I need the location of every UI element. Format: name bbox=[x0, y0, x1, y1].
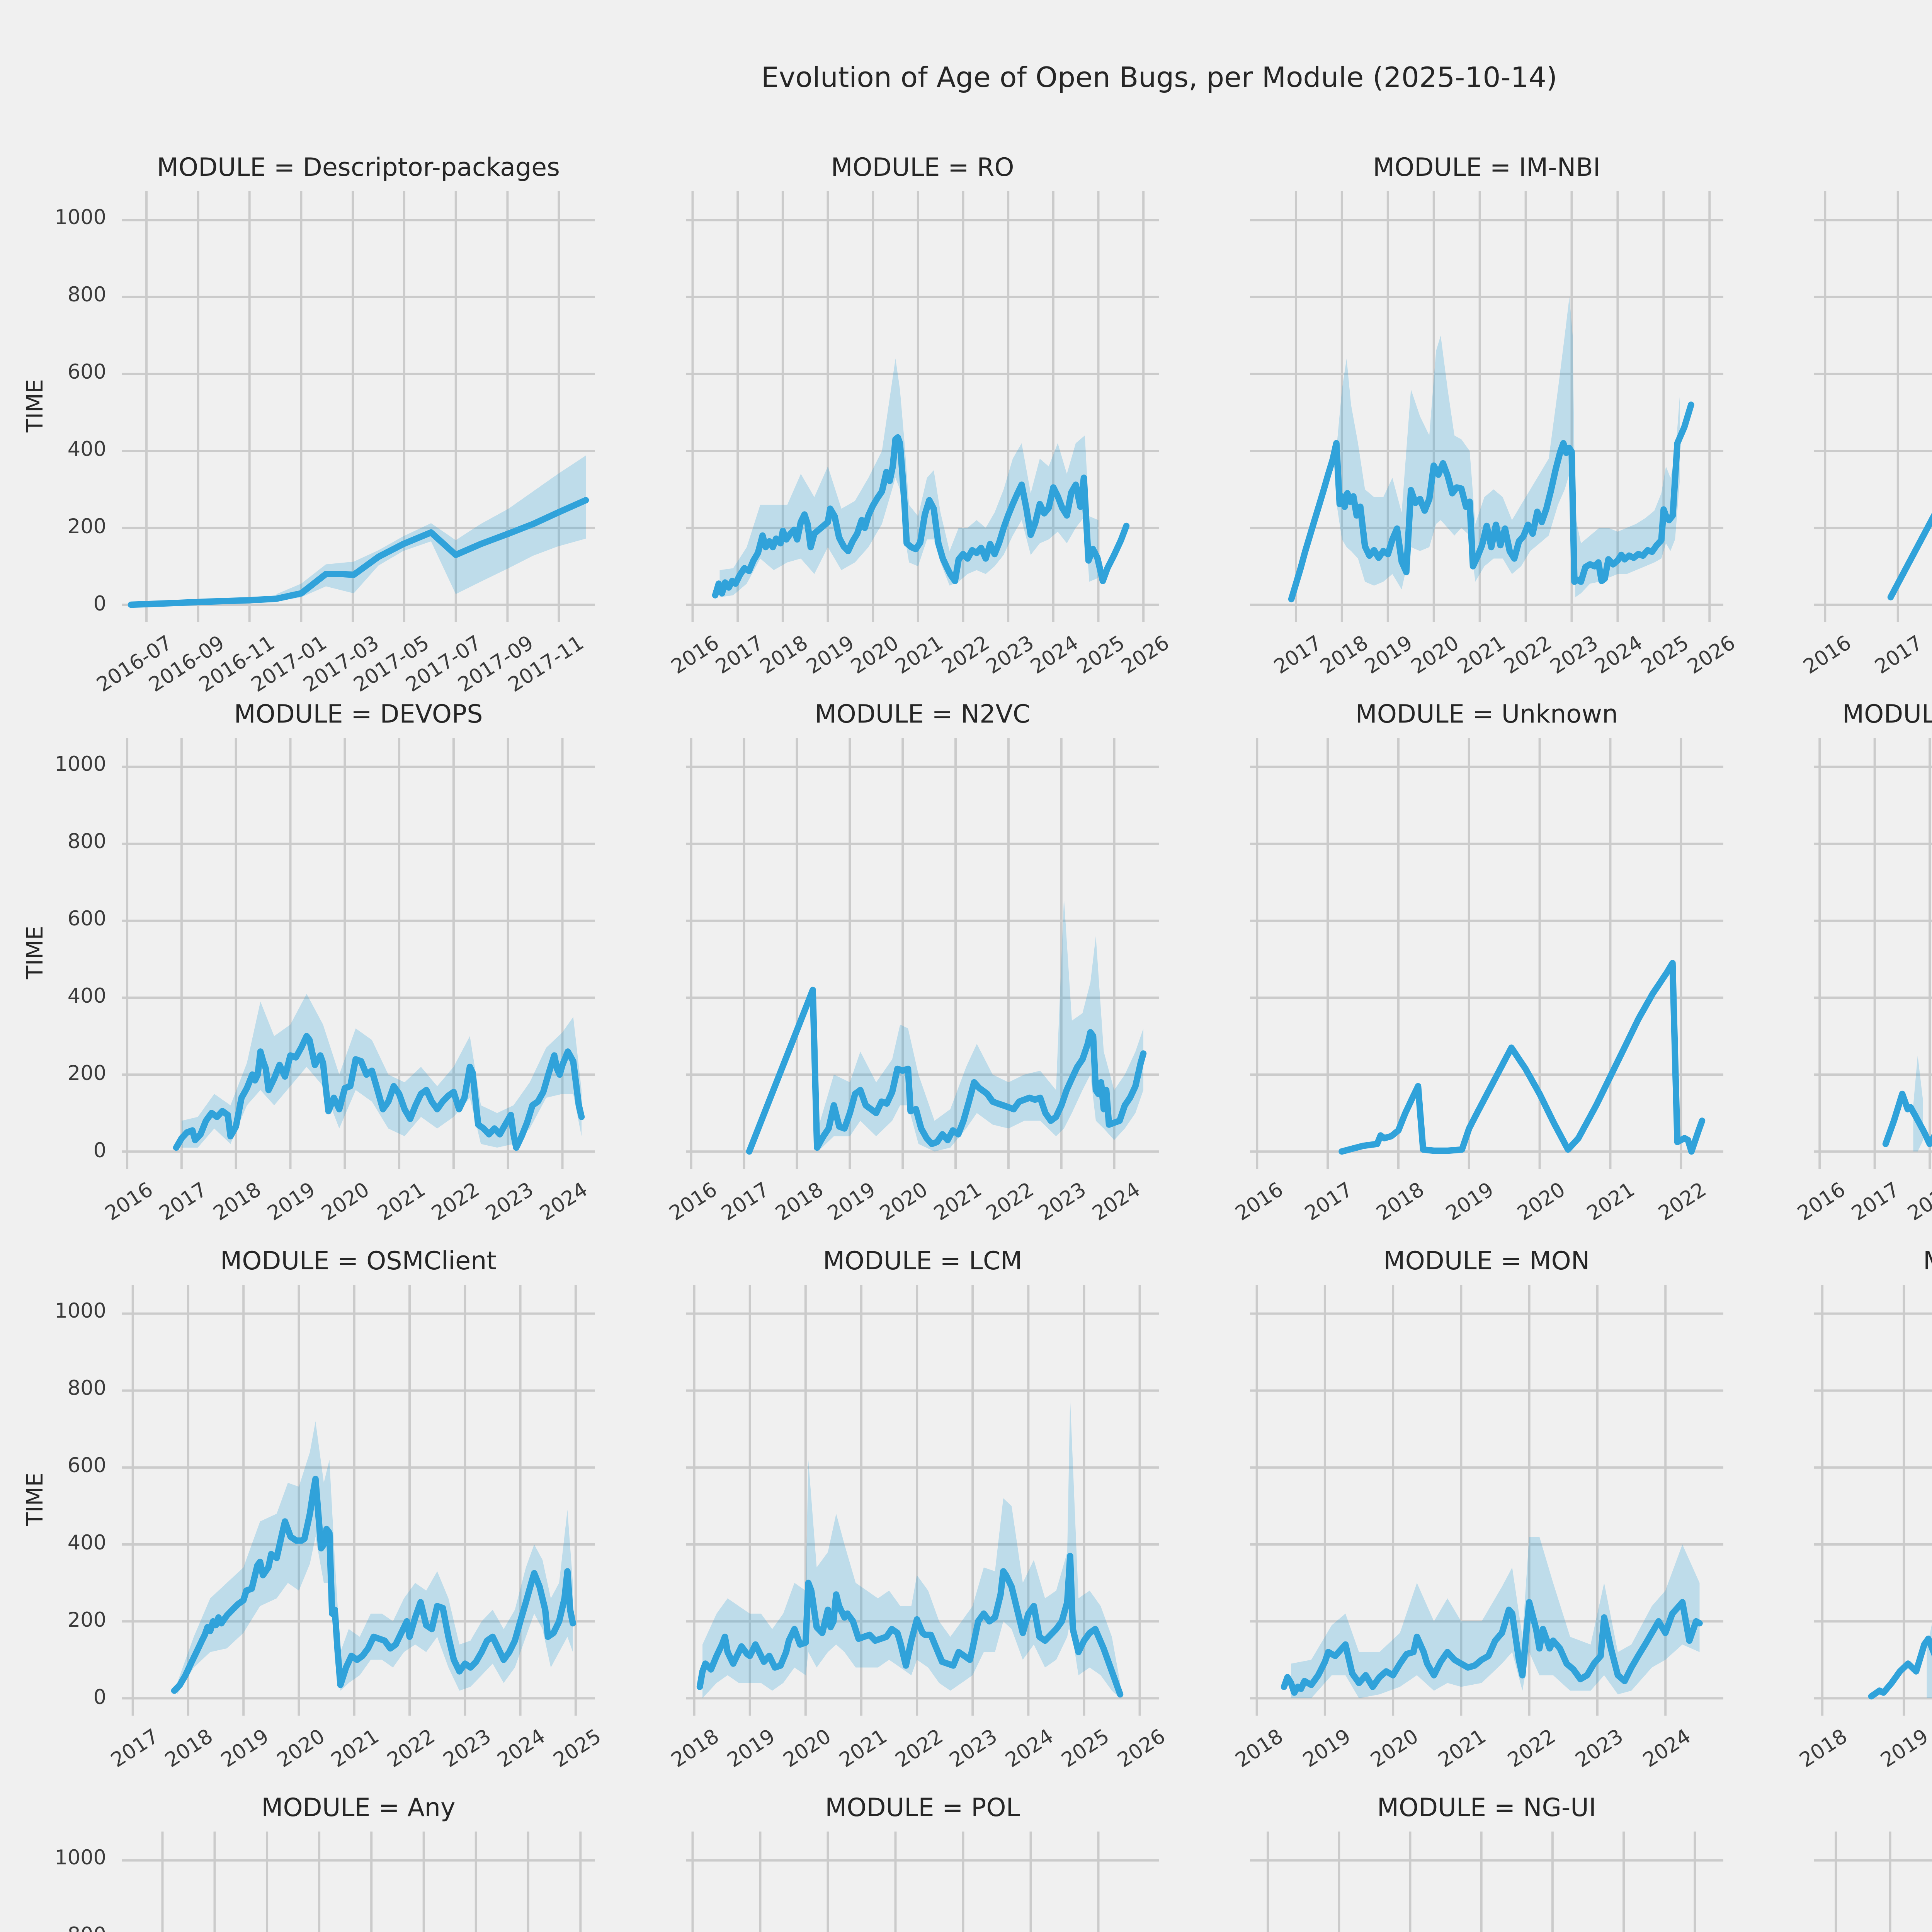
facet-documentation-wiki: MODULE = Documentation / Wiki20162017201… bbox=[1794, 701, 1932, 1226]
confidence-band bbox=[1337, 297, 1680, 597]
facet-title: MODULE = Documentation / Wiki bbox=[1842, 701, 1932, 730]
facet-other: MODULE = Other20162017201820192020202120… bbox=[1799, 191, 1932, 679]
plot-area bbox=[122, 191, 595, 622]
facet-title: MODULE = N2VC bbox=[815, 701, 1031, 730]
y-tick-label: 1000 bbox=[54, 754, 106, 778]
facet-title: MODULE = DEVOPS bbox=[234, 701, 483, 730]
y-tick-label: 800 bbox=[67, 284, 106, 308]
confidence-band bbox=[182, 994, 582, 1148]
line-series bbox=[1338, 960, 1706, 1155]
plot-area bbox=[1250, 1285, 1723, 1716]
facet-title: MODULE = Other bbox=[1814, 155, 1932, 184]
line-series bbox=[1868, 1635, 1932, 1700]
facet-mon: MODULE = MON 2018 2019 2020 2021 2022 2023 2024 bbox=[1231, 1248, 1723, 1773]
line-series bbox=[173, 1033, 585, 1151]
line-series bbox=[746, 986, 1147, 1155]
y-tick-label: 600 bbox=[67, 361, 106, 385]
y-tick-label: 1000 bbox=[54, 1848, 106, 1871]
facet-title: MODULE = common bbox=[1814, 1248, 1932, 1277]
plot-area bbox=[1814, 1285, 1932, 1716]
facet-unknown: MODULE = Unknown 2016 2017 2018 2019 2020 2021… bbox=[1231, 701, 1723, 1226]
facet-ng-ui: MODULE = NG-UI20202021202220232024202520… bbox=[1250, 1795, 1723, 1932]
facet-title: MODULE = Any bbox=[261, 1795, 456, 1824]
line-series bbox=[1288, 401, 1694, 602]
plot-area bbox=[686, 738, 1159, 1169]
y-tick-label: 800 bbox=[67, 1378, 106, 1401]
y-tick-label: 1000 bbox=[54, 1301, 106, 1325]
facet-lcm: MODULE = LCM 2018 2019 2020 2021 2022 2023 2024… bbox=[668, 1248, 1170, 1773]
y-tick-label: 200 bbox=[67, 1609, 106, 1632]
plot-area bbox=[1250, 1832, 1723, 1932]
plot-area bbox=[1250, 738, 1723, 1169]
facet-any: MODULE = Any02004006008001000TIME2019-01… bbox=[54, 1795, 595, 1932]
facet-title: MODULE = RO bbox=[831, 155, 1014, 184]
facet-im-nbi: MODULE = IM-NBI 2017 2018 2019 2020 2021 2022 2… bbox=[1250, 155, 1740, 679]
y-tick-label: 0 bbox=[93, 1139, 106, 1162]
confidence-band bbox=[276, 456, 586, 602]
plot-area bbox=[122, 1285, 595, 1716]
y-tick-label: 800 bbox=[67, 831, 106, 855]
y-tick-label: 200 bbox=[67, 1062, 106, 1085]
facet-title: MODULE = POL bbox=[825, 1795, 1020, 1824]
figure-title: Evolution of Age of Open Bugs, per Modul… bbox=[761, 64, 1558, 95]
line-series bbox=[128, 497, 589, 608]
y-axis-label: TIME bbox=[21, 378, 48, 432]
facet-common: MODULE = common201820192020202120222023 bbox=[1796, 1248, 1932, 1773]
facet-pol: MODULE = POL2018201920202021202220232024… bbox=[686, 1795, 1159, 1932]
confidence-band bbox=[719, 359, 1099, 597]
plot-area bbox=[686, 191, 1159, 622]
facet-title: MODULE = Descriptor-packages bbox=[156, 155, 560, 184]
y-tick-label: 600 bbox=[67, 1455, 106, 1478]
y-tick-label: 600 bbox=[67, 908, 106, 932]
y-tick-label: 200 bbox=[67, 515, 106, 539]
y-tick-label: 400 bbox=[67, 985, 106, 1009]
y-tick-label: 0 bbox=[93, 592, 106, 616]
y-tick-label: 0 bbox=[93, 1685, 106, 1709]
y-tick-label: 400 bbox=[67, 1532, 106, 1555]
line-series bbox=[1882, 1090, 1932, 1147]
line-series bbox=[712, 434, 1130, 599]
plot-area bbox=[1814, 738, 1932, 1169]
facet-title: MODULE = MON bbox=[1383, 1248, 1590, 1277]
facet-devops: MODULE = DEVOPS 0 200 400 600 800 1000 TIME 2016… bbox=[21, 701, 595, 1226]
facet-pla: MODULE = PLA2020-072020-102021-012021-04… bbox=[1814, 1832, 1932, 1932]
plot-area bbox=[686, 1832, 1159, 1932]
y-axis-label: TIME bbox=[21, 925, 48, 978]
y-tick-label: 800 bbox=[68, 1925, 106, 1932]
facet-title: MODULE = LCM bbox=[823, 1248, 1022, 1277]
facet-n2vc: MODULE = N2VC 2016 2017 2018 2019 2020 2021 202… bbox=[665, 701, 1159, 1226]
y-tick-label: 400 bbox=[67, 438, 106, 462]
facet-title: MODULE = NG-UI bbox=[1377, 1795, 1597, 1824]
facet-title: MODULE = Unknown bbox=[1355, 701, 1618, 730]
confidence-band bbox=[1913, 1055, 1923, 1151]
plot-area bbox=[122, 738, 595, 1169]
facet-title: MODULE = PLA bbox=[1814, 1795, 1932, 1824]
plot-area bbox=[122, 1832, 595, 1932]
plot-area bbox=[686, 1285, 1159, 1716]
facet-descriptor-packages: MODULE = Descriptor-packages 0 200 400 600 80… bbox=[21, 155, 595, 697]
y-axis-label: TIME bbox=[21, 1471, 48, 1525]
facet-osmclient: MODULE = OSMClient 0 200 400 600 800 1000 TIME 2… bbox=[21, 1248, 606, 1773]
line-series bbox=[1281, 1599, 1703, 1696]
confidence-band bbox=[818, 898, 1144, 1151]
facet-title: MODULE = IM-NBI bbox=[1372, 155, 1601, 184]
plot-area bbox=[1814, 191, 1932, 622]
confidence-band bbox=[177, 1421, 573, 1694]
plot-area bbox=[1814, 1832, 1932, 1932]
line-series bbox=[696, 1553, 1124, 1698]
y-tick-label: 1000 bbox=[54, 207, 106, 231]
facet-title: MODULE = OSMClient bbox=[220, 1248, 497, 1277]
line-series bbox=[171, 1476, 576, 1694]
facet-ro: MODULE = RO 2016 2017 2018 2019 2020 2021 2022 2… bbox=[667, 155, 1173, 679]
plot-area bbox=[1250, 191, 1723, 622]
